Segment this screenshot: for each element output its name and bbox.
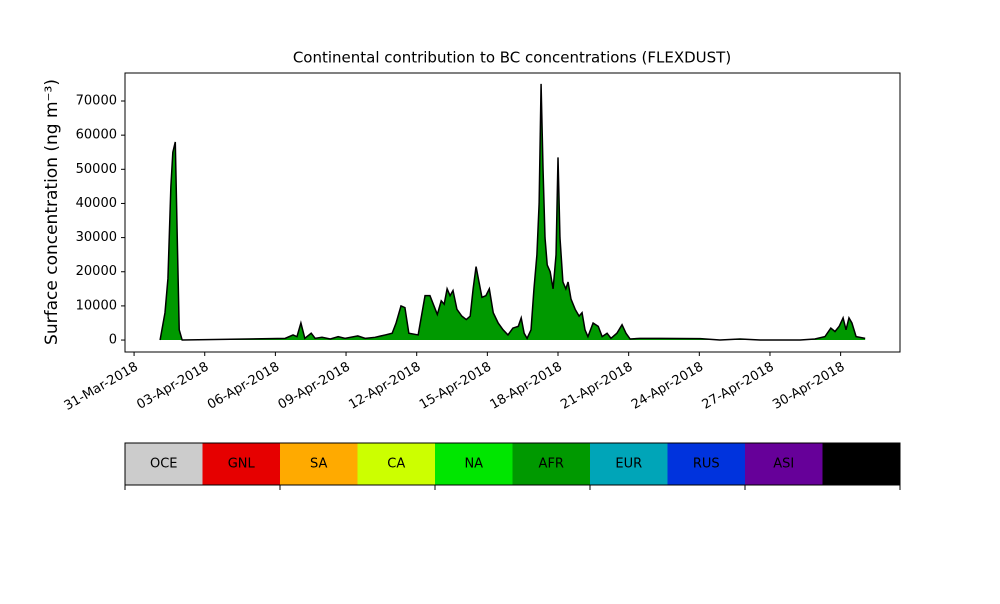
- colorbar-cell: [125, 443, 203, 485]
- y-tick-label: 20000: [76, 264, 117, 279]
- x-tick-label: 06-Apr-2018: [205, 360, 282, 413]
- colorbar-cell: [280, 443, 358, 485]
- colorbar-label: CA: [387, 457, 405, 472]
- y-tick-label: 10000: [76, 298, 117, 313]
- chart-title: Continental contribution to BC concentra…: [293, 49, 731, 67]
- y-axis-label: Surface concentration (ng m⁻³): [42, 79, 62, 345]
- colorbar-frame: [124, 442, 901, 486]
- y-tick-label: 30000: [76, 230, 117, 245]
- y-tick-label: 50000: [76, 162, 117, 177]
- x-tick-label: 24-Apr-2018: [629, 360, 706, 413]
- colorbar-cell: [202, 443, 280, 485]
- colorbar-cell: [357, 443, 435, 485]
- y-tick-label: 0: [109, 333, 117, 348]
- colorbar-label: NA: [464, 457, 483, 472]
- colorbar-label: SA: [310, 457, 327, 472]
- colorbar-label: GNL: [228, 457, 256, 472]
- x-tick-label: 18-Apr-2018: [488, 360, 565, 413]
- plot-frame: [124, 72, 901, 353]
- area-outline: [159, 83, 866, 341]
- x-tick-label: 12-Apr-2018: [346, 360, 423, 413]
- colorbar-cell: [667, 443, 745, 485]
- y-tick-label: 60000: [76, 128, 117, 143]
- colorbar-cell: [745, 443, 823, 485]
- x-tick-label: 09-Apr-2018: [276, 360, 353, 413]
- colorbar-cell: [435, 443, 513, 485]
- colorbar-label: RUS: [693, 457, 720, 472]
- colorbar-label: AUS: [848, 457, 875, 472]
- colorbar-label: OCE: [150, 457, 178, 472]
- x-tick-label: 30-Apr-2018: [770, 360, 847, 413]
- colorbar-cell: [590, 443, 668, 485]
- area: [160, 83, 866, 341]
- colorbar-label: ASI: [773, 457, 794, 472]
- y-tick-label: 40000: [76, 196, 117, 211]
- y-tick-label: 70000: [76, 94, 117, 109]
- x-tick-label: 15-Apr-2018: [417, 360, 494, 413]
- colorbar-label: AFR: [539, 457, 564, 472]
- x-tick-label: 03-Apr-2018: [134, 360, 211, 413]
- colorbar-label: EUR: [615, 457, 642, 472]
- x-tick-label: 31-Mar-2018: [62, 360, 141, 414]
- colorbar-cell: [822, 443, 900, 485]
- x-tick-label: 21-Apr-2018: [558, 360, 635, 413]
- colorbar-cell: [512, 443, 590, 485]
- x-tick-label: 27-Apr-2018: [700, 360, 777, 413]
